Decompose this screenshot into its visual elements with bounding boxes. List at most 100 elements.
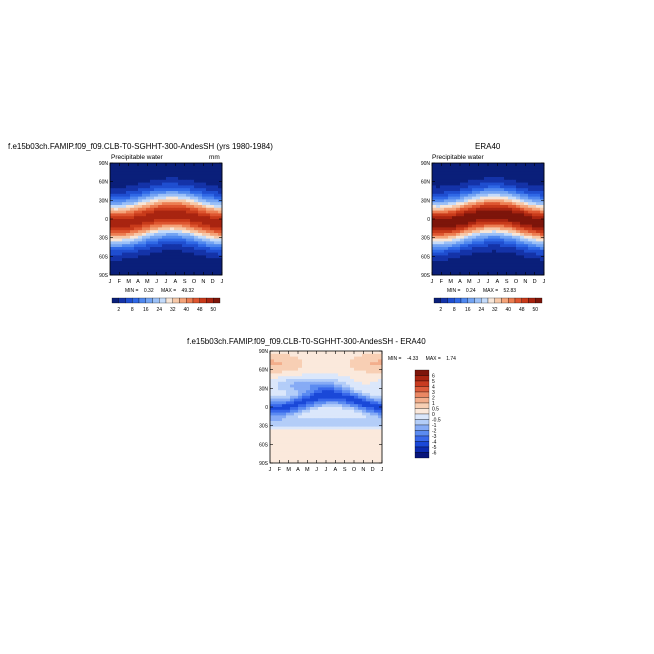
heatmap-cell	[536, 221, 541, 225]
heatmap-cell	[374, 432, 379, 436]
heatmap-cell	[278, 421, 283, 425]
heatmap-cell	[540, 258, 545, 262]
heatmap-cell	[444, 185, 449, 189]
heatmap-cell	[214, 196, 219, 200]
heatmap-cell	[282, 351, 287, 355]
heatmap-cell	[436, 227, 441, 231]
heatmap-cell	[334, 384, 339, 388]
heatmap-cell	[290, 423, 295, 427]
heatmap-cell	[214, 235, 219, 239]
heatmap-cell	[294, 381, 299, 385]
heatmap-cell	[378, 432, 383, 436]
heatmap-cell	[350, 379, 355, 383]
heatmap-cell	[432, 182, 437, 186]
heatmap-cell	[166, 261, 171, 265]
heatmap-cell	[134, 193, 139, 197]
heatmap-cell	[334, 432, 339, 436]
heatmap-cell	[516, 210, 521, 214]
heatmap-cell	[274, 415, 279, 419]
heatmap-cell	[170, 196, 175, 200]
heatmap-cell	[520, 216, 525, 220]
heatmap-cell	[114, 163, 119, 167]
heatmap-cell	[154, 216, 159, 220]
heatmap-cell	[294, 367, 299, 371]
heatmap-cell	[218, 171, 223, 175]
colorbar-swatch	[414, 452, 430, 459]
heatmap-cell	[186, 269, 191, 273]
heatmap-cell	[504, 266, 509, 270]
heatmap-cell	[476, 272, 481, 276]
heatmap-cell	[154, 168, 159, 172]
heatmap-cell	[310, 449, 315, 453]
heatmap-cell	[528, 179, 533, 183]
heatmap-cell	[496, 199, 501, 203]
heatmap-cell	[178, 219, 183, 223]
heatmap-cell	[500, 171, 505, 175]
x-tick-label: A	[173, 279, 177, 285]
heatmap-cell	[282, 384, 287, 388]
heatmap-cell	[464, 221, 469, 225]
heatmap-cell	[374, 384, 379, 388]
heatmap-cell	[452, 247, 457, 251]
x-tick-label: J	[325, 467, 328, 473]
heatmap-cell	[508, 171, 513, 175]
heatmap-cell	[294, 376, 299, 380]
heatmap-cell	[440, 261, 445, 265]
heatmap-cell	[528, 258, 533, 262]
heatmap-cell	[126, 247, 131, 251]
heatmap-cell	[318, 412, 323, 416]
heatmap-cell	[162, 221, 167, 225]
heatmap-cell	[286, 381, 291, 385]
heatmap-cell	[158, 202, 163, 206]
colorbar-label: 50	[532, 307, 538, 313]
heatmap-cell	[270, 395, 275, 399]
heatmap-cell	[540, 213, 545, 217]
heatmap-cell	[214, 258, 219, 262]
heatmap-cell	[476, 163, 481, 167]
heatmap-cell	[122, 210, 127, 214]
heatmap-cell	[286, 418, 291, 422]
heatmap-cell	[274, 409, 279, 413]
heatmap-cell	[306, 359, 311, 363]
heatmap-cell	[198, 258, 203, 262]
heatmap-cell	[118, 258, 123, 262]
heatmap-cell	[330, 359, 335, 363]
heatmap-cell	[162, 249, 167, 253]
heatmap-cell	[436, 244, 441, 248]
heatmap-cell	[528, 221, 533, 225]
heatmap-cell	[278, 398, 283, 402]
heatmap-cell	[350, 362, 355, 366]
heatmap-cell	[488, 174, 493, 178]
heatmap-cell	[122, 255, 127, 259]
heatmap-cell	[146, 252, 151, 256]
heatmap-cell	[214, 221, 219, 225]
heatmap-cell	[492, 241, 497, 245]
heatmap-cell	[202, 230, 207, 234]
heatmap-cell	[504, 199, 509, 203]
heatmap-cell	[206, 202, 211, 206]
heatmap-cell	[218, 224, 223, 228]
heatmap-cell	[162, 263, 167, 267]
heatmap-cell	[366, 362, 371, 366]
heatmap-cell	[330, 384, 335, 388]
heatmap-cell	[366, 387, 371, 391]
heatmap-cell	[158, 258, 163, 262]
heatmap-cell	[334, 390, 339, 394]
heatmap-cell	[174, 266, 179, 270]
heatmap-cell	[174, 174, 179, 178]
heatmap-cell	[338, 356, 343, 360]
heatmap-cell	[134, 269, 139, 273]
heatmap-cell	[536, 205, 541, 209]
heatmap-cell	[354, 437, 359, 441]
heatmap-cell	[134, 165, 139, 169]
heatmap-cell	[214, 188, 219, 192]
heatmap-cell	[114, 258, 119, 262]
heatmap-cell	[110, 263, 115, 267]
heatmap-cell	[500, 255, 505, 259]
heatmap-cell	[202, 272, 207, 276]
heatmap-cell	[358, 409, 363, 413]
heatmap-cell	[508, 219, 513, 223]
heatmap-cell	[154, 255, 159, 259]
heatmap-cell	[330, 409, 335, 413]
heatmap-cell	[362, 395, 367, 399]
